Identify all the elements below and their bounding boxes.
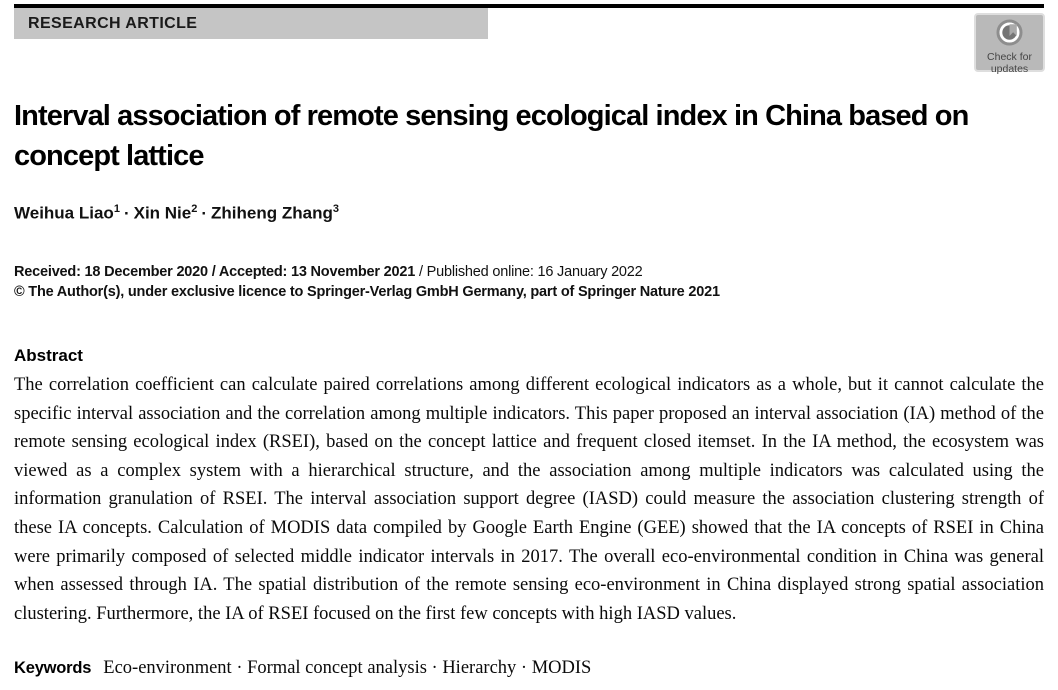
dates-line: Received: 18 December 2020 / Accepted: 1… bbox=[14, 262, 1044, 282]
crossmark-icon bbox=[996, 19, 1023, 51]
copyright-line: © The Author(s), under exclusive licence… bbox=[14, 284, 720, 300]
page-title: Interval association of remote sensing e… bbox=[14, 100, 969, 172]
published-online-date: / Published online: 16 January 2022 bbox=[415, 264, 643, 280]
author-separator: · bbox=[123, 203, 130, 223]
author-affiliation-sup: 3 bbox=[332, 203, 339, 215]
keywords-text: Eco-environment · Formal concept analysi… bbox=[103, 658, 592, 678]
author-name: Weihua Liao bbox=[14, 203, 114, 223]
author-name: Xin Nie bbox=[133, 203, 192, 223]
article-type-label: RESEARCH ARTICLE bbox=[28, 14, 198, 32]
author-name: Zhiheng Zhang bbox=[211, 203, 333, 223]
author-separator: · bbox=[201, 203, 208, 223]
received-accepted-dates: Received: 18 December 2020 / Accepted: 1… bbox=[14, 264, 416, 280]
article-type-bar: RESEARCH ARTICLE bbox=[14, 8, 488, 39]
top-rule bbox=[14, 4, 1044, 8]
check-badge-text: Check for updates bbox=[987, 51, 1032, 75]
abstract-text: The correlation coefficient can calculat… bbox=[14, 375, 1044, 624]
dates-block: Received: 18 December 2020 / Accepted: 1… bbox=[14, 262, 1044, 302]
abstract-heading: Abstract bbox=[14, 346, 83, 365]
keywords-line: Keywords Eco-environment · Formal concept… bbox=[14, 658, 1044, 679]
keywords-label: Keywords bbox=[14, 659, 92, 677]
author-affiliation-sup: 1 bbox=[113, 203, 120, 215]
author-affiliation-sup: 2 bbox=[191, 203, 198, 215]
authors-line: Weihua Liao1 · Xin Nie2 · Zhiheng Zhang3 bbox=[14, 203, 339, 224]
check-for-updates-badge[interactable]: Check for updates bbox=[974, 13, 1045, 75]
